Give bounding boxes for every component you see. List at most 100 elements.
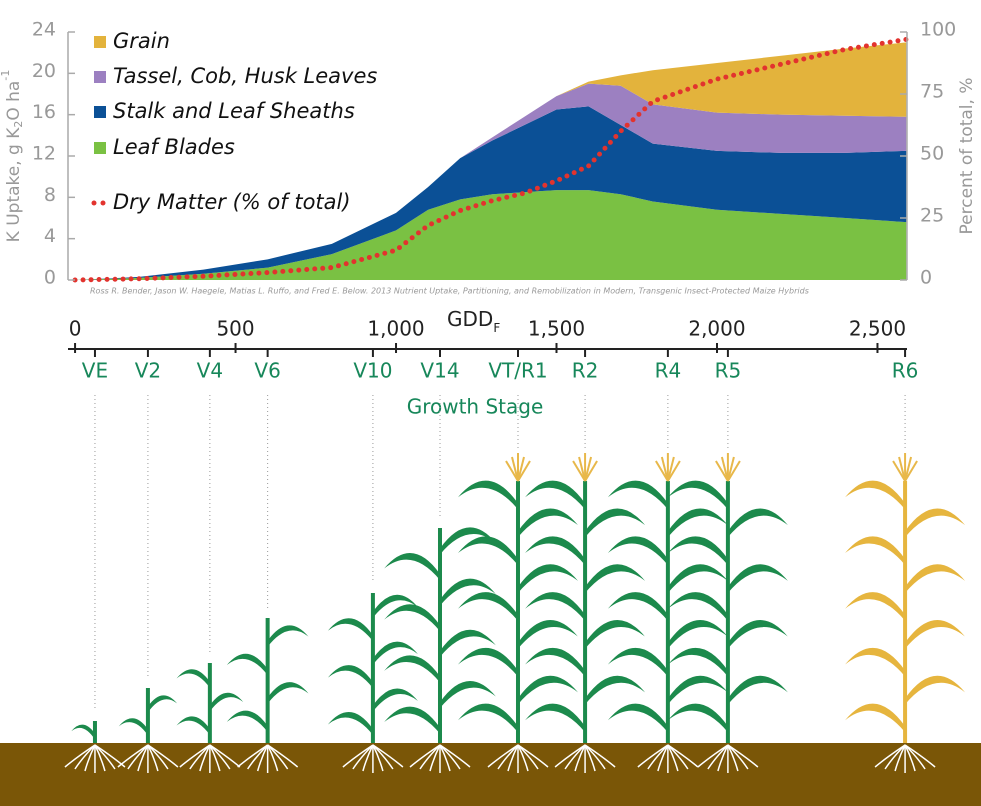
leaf	[607, 536, 668, 566]
y-label-main: K Uptake, g K	[4, 127, 24, 243]
tassel	[904, 460, 918, 482]
area	[75, 42, 907, 281]
root	[574, 744, 586, 772]
root	[256, 744, 269, 772]
y-tick-label: 12	[32, 143, 56, 165]
dry-matter-line	[72, 36, 909, 283]
root	[74, 744, 96, 770]
leaf	[845, 703, 906, 733]
legend-label: Grain	[113, 29, 170, 53]
tassel	[655, 460, 669, 482]
leaf	[667, 536, 728, 566]
leaf	[667, 508, 728, 538]
leaf	[845, 480, 906, 510]
leaf	[667, 480, 728, 510]
x-tick-label: 1,500	[528, 317, 585, 341]
leaf	[727, 620, 788, 649]
legend-swatch	[94, 106, 106, 118]
stage-label: VT/R1	[488, 359, 547, 383]
leaf	[607, 592, 668, 621]
y-tick-label: 4	[44, 225, 56, 247]
leaf	[176, 669, 210, 688]
leaf	[457, 480, 518, 510]
leaf	[209, 692, 244, 712]
tassel	[517, 456, 525, 482]
leaf	[525, 703, 586, 733]
root	[267, 744, 299, 768]
leaf	[327, 618, 373, 642]
leaf	[585, 620, 646, 649]
leaf	[667, 620, 728, 649]
leaf	[372, 594, 418, 618]
root	[497, 744, 519, 770]
leaf	[525, 480, 586, 510]
y-label-mid: O ha	[4, 81, 24, 121]
y-tick-label: 8	[44, 184, 56, 206]
tassel	[666, 456, 675, 482]
x-tick-label: 1,000	[367, 317, 424, 341]
legend-label: Leaf Blades	[113, 135, 235, 159]
root	[647, 744, 669, 770]
leaf	[845, 536, 906, 566]
legend-label: Stalk and Leaf Sheaths	[113, 99, 355, 123]
leaf	[905, 620, 966, 649]
leaf	[845, 647, 906, 677]
tassel	[667, 460, 681, 482]
tassel	[517, 460, 531, 482]
y2-tick-label: 100	[920, 19, 956, 41]
x-label-sub: F	[493, 321, 500, 335]
tassel	[584, 460, 598, 482]
stage-label: R2	[572, 359, 599, 383]
leaf	[585, 564, 646, 593]
plants	[64, 395, 966, 774]
root	[727, 744, 759, 768]
root	[189, 744, 211, 770]
leaf	[667, 592, 728, 621]
leaf	[667, 564, 728, 593]
root	[667, 744, 699, 768]
x-tick-label: 0	[69, 317, 82, 341]
y-label-sub: 2	[12, 121, 25, 128]
leaf	[226, 710, 268, 732]
y-axis-label: K Uptake, g K2O ha-1	[0, 70, 25, 243]
root	[372, 744, 404, 768]
leaf	[176, 716, 210, 735]
leaf	[439, 578, 496, 606]
leaf	[327, 711, 373, 735]
leaf	[667, 647, 728, 677]
root	[209, 744, 241, 768]
leaf	[372, 641, 418, 665]
leaf	[118, 718, 148, 736]
y-tick-label: 20	[32, 60, 56, 82]
leaf	[727, 564, 788, 593]
y-tick-label: 16	[32, 101, 56, 123]
legend-label: Dry Matter (% of total)	[113, 190, 351, 214]
leaf	[905, 508, 966, 538]
y2-axis-label: Percent of total, %	[957, 78, 977, 235]
legend-swatch	[94, 71, 106, 83]
area	[75, 190, 907, 280]
x-label-main: GDD	[447, 307, 493, 331]
tassel	[892, 460, 906, 482]
leaf	[517, 675, 578, 705]
leaf	[585, 508, 646, 538]
legend-swatch	[100, 200, 106, 206]
y2-tick-label: 50	[920, 143, 944, 165]
leaf	[71, 724, 95, 740]
root	[517, 744, 549, 768]
stage-label: V2	[135, 359, 161, 383]
leaf	[905, 564, 966, 593]
leaf	[147, 695, 178, 713]
leaf	[226, 653, 268, 676]
stage-label: R6	[892, 359, 919, 383]
root	[584, 744, 616, 768]
leaf	[457, 703, 518, 733]
leaf	[517, 508, 578, 538]
leaf	[384, 655, 440, 683]
x-axis-label: GDDF	[447, 307, 500, 335]
root	[707, 744, 729, 770]
tassel	[726, 456, 735, 482]
leaf	[607, 703, 668, 733]
y2-tick-label: 75	[920, 81, 944, 103]
